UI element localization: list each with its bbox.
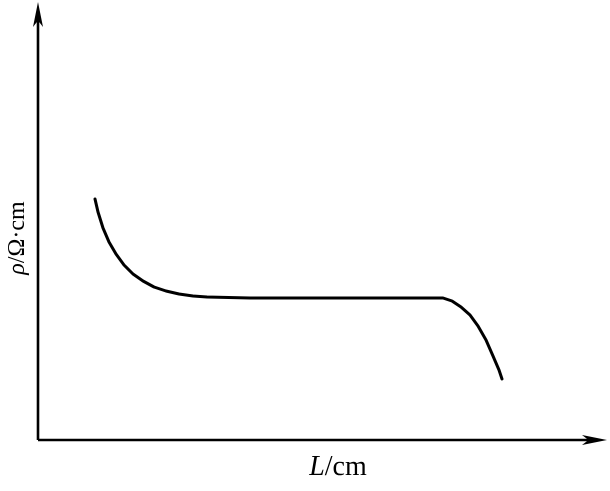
y-axis-arrowhead-icon (33, 2, 43, 27)
x-axis-arrowhead-icon (582, 435, 607, 445)
y-axis-label: ρ/Ω·cm (3, 182, 31, 294)
x-axis-label: L/cm (282, 450, 394, 484)
y-axis-label-symbol: ρ (4, 263, 30, 275)
x-axis-label-symbol: L (309, 451, 325, 482)
y-axis-label-units: /Ω·cm (4, 201, 30, 264)
resistivity-curve (93, 197, 504, 381)
x-axis-label-units: /cm (324, 451, 367, 482)
